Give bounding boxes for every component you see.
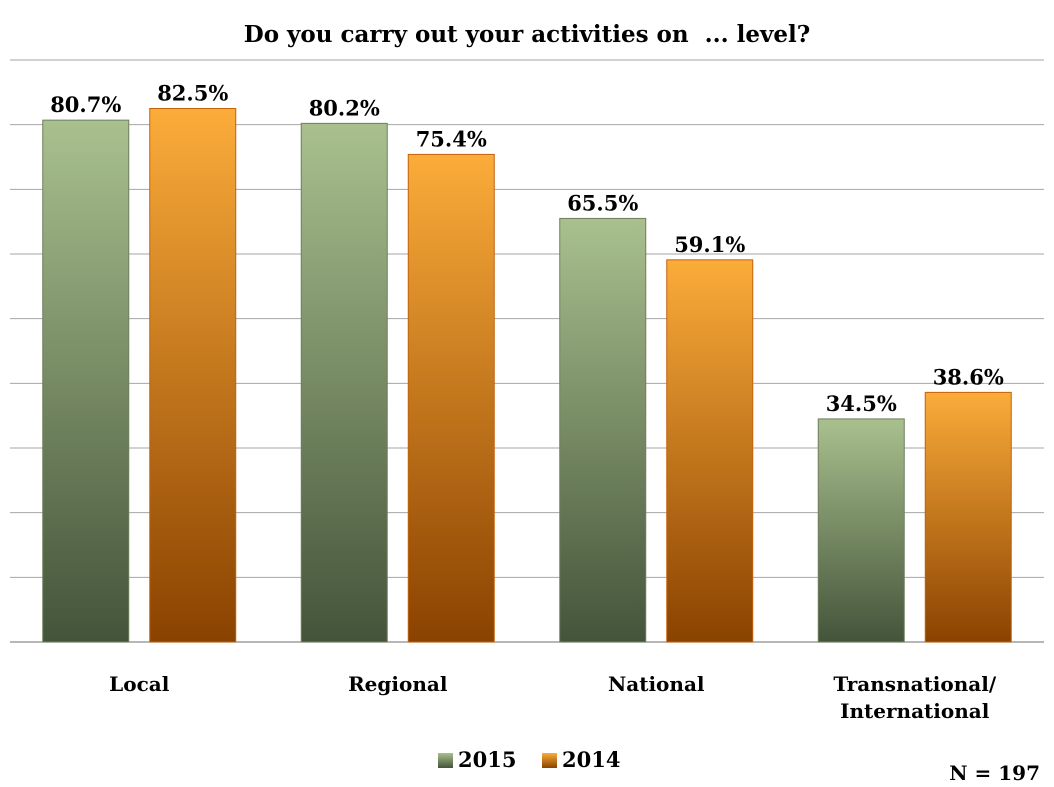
category-label: National: [608, 672, 705, 696]
category-label: Local: [109, 672, 170, 696]
legend-label: 2015: [458, 747, 516, 772]
data-label: 80.2%: [309, 95, 380, 120]
category-label: International: [840, 699, 990, 723]
bar-2014-2: [666, 259, 754, 643]
data-label: 59.1%: [674, 232, 745, 257]
sample-size-note: N = 197: [949, 761, 1040, 785]
bar-2015-3: [817, 418, 905, 643]
data-label: 82.5%: [157, 81, 228, 106]
legend: 2015 2014: [438, 747, 620, 772]
bar-2014-3: [924, 391, 1012, 643]
bar-2015-0: [42, 119, 130, 643]
legend-swatch-2015: [438, 753, 453, 768]
bar-2014-1: [407, 153, 495, 643]
category-labels: Local Regional National Transnational/Inter…: [109, 672, 997, 723]
data-label: 34.5%: [826, 391, 897, 416]
chart-title: Do you carry out your activities on ... …: [244, 21, 811, 48]
category-label: Transnational/: [833, 672, 996, 696]
data-label: 80.7%: [50, 92, 121, 117]
data-label: 75.4%: [416, 126, 487, 151]
data-label: 38.6%: [933, 364, 1004, 389]
bar-2015-2: [559, 217, 647, 643]
bars: [42, 108, 1012, 643]
legend-swatch-2014: [542, 753, 557, 768]
bar-2015-1: [300, 122, 388, 643]
legend-label: 2014: [562, 747, 620, 772]
data-labels: 80.7% 82.5% 80.2% 75.4% 65.5% 59.1% 34.5% 38.6%: [50, 81, 1004, 416]
data-label: 65.5%: [567, 190, 638, 215]
category-label: Regional: [348, 672, 448, 696]
bar-2014-0: [149, 108, 237, 643]
